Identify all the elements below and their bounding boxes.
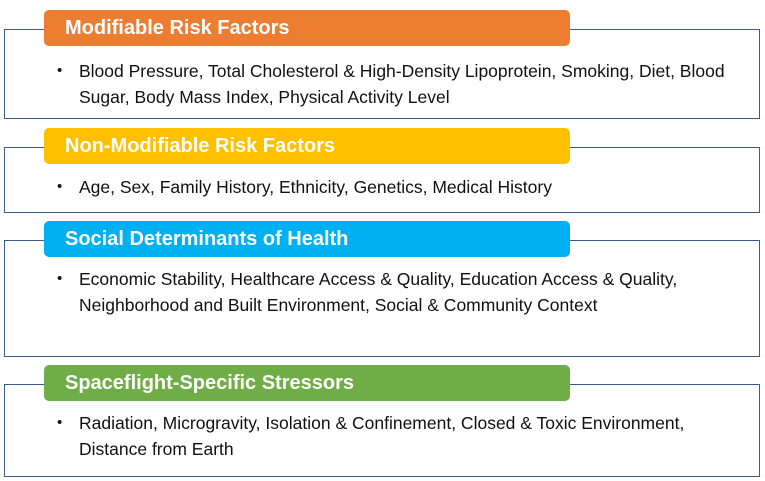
- section-box: [4, 240, 760, 357]
- bullet-text: Economic Stability, Healthcare Access & …: [79, 269, 678, 315]
- bullet-text: Blood Pressure, Total Cholesterol & High…: [79, 61, 725, 107]
- section-header: Modifiable Risk Factors: [44, 10, 570, 46]
- bullet-item: • Economic Stability, Healthcare Access …: [57, 266, 747, 318]
- bullet-dot: •: [57, 62, 63, 79]
- bullet-item: • Radiation, Microgravity, Isolation & C…: [57, 410, 747, 462]
- bullet-text: Radiation, Microgravity, Isolation & Con…: [79, 413, 685, 459]
- bullet-text: Age, Sex, Family History, Ethnicity, Gen…: [79, 177, 552, 197]
- bullet-item: • Blood Pressure, Total Cholesterol & Hi…: [57, 58, 747, 110]
- section-header: Social Determinants of Health: [44, 221, 570, 257]
- section-header: Non-Modifiable Risk Factors: [44, 128, 570, 164]
- section-header: Spaceflight-Specific Stressors: [44, 365, 570, 401]
- bullet-dot: •: [57, 414, 63, 431]
- bullet-dot: •: [57, 270, 63, 287]
- bullet-item: • Age, Sex, Family History, Ethnicity, G…: [57, 174, 747, 200]
- bullet-dot: •: [57, 178, 63, 195]
